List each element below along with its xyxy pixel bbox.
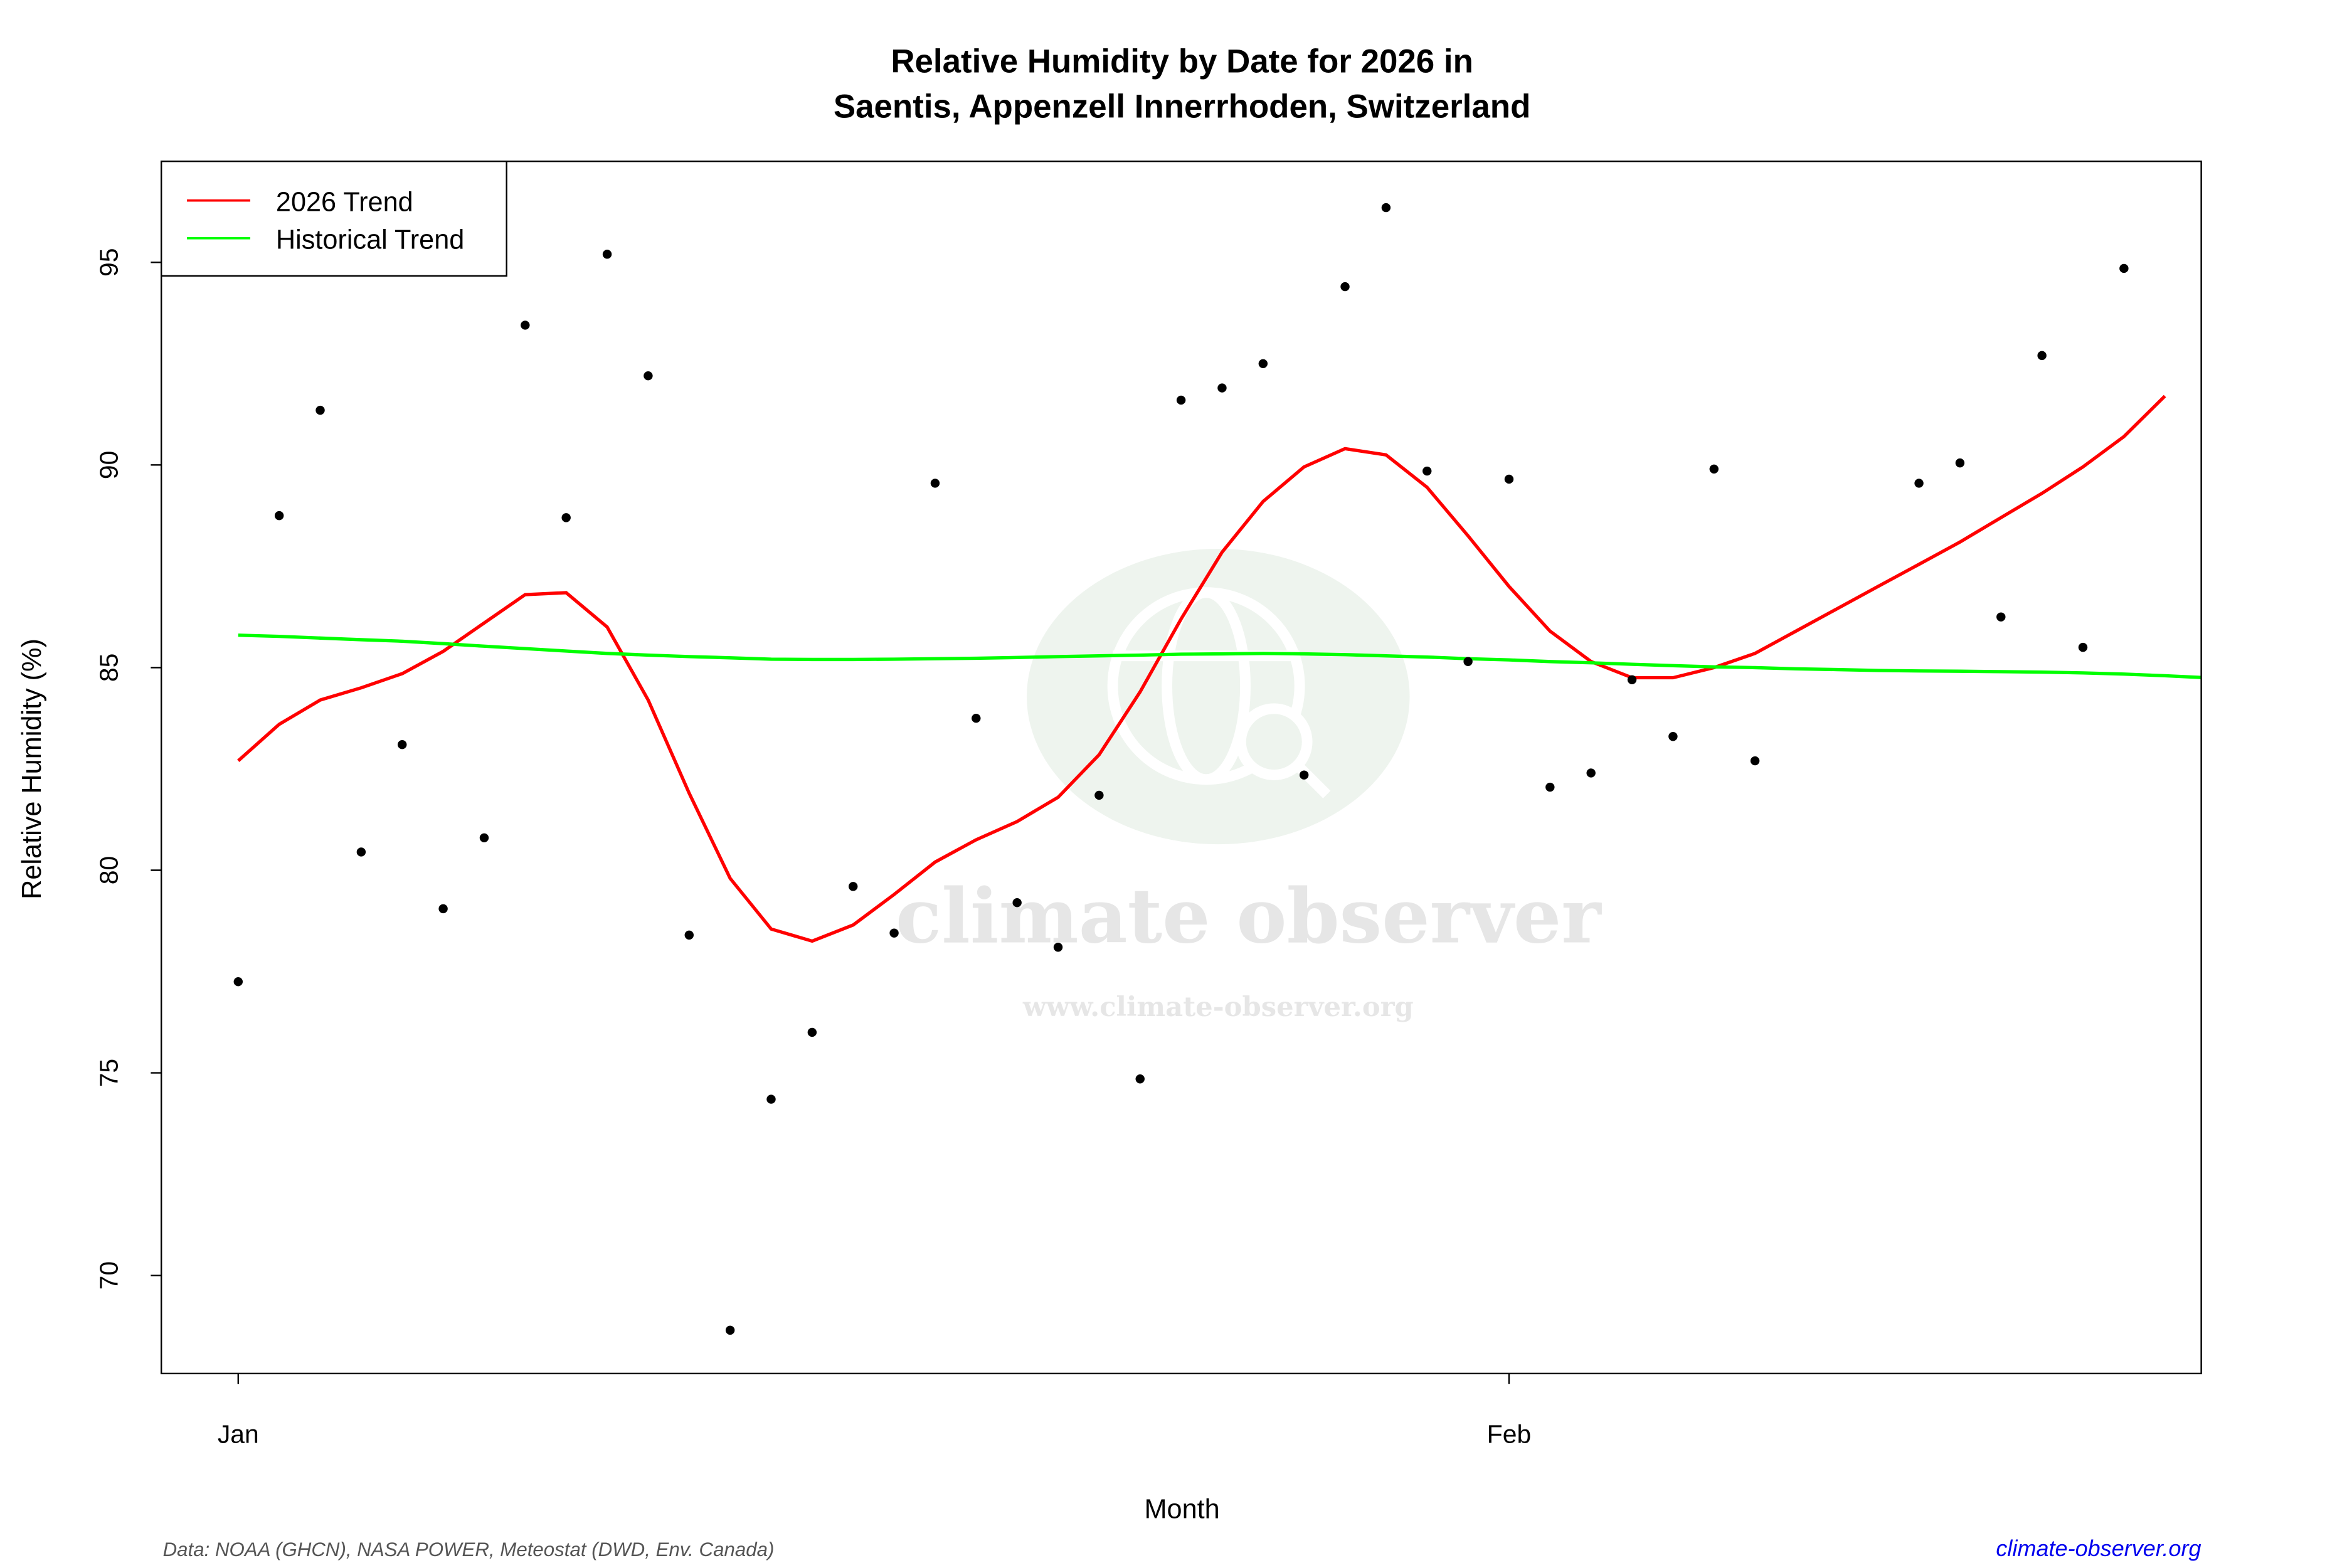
data-point	[889, 928, 899, 938]
watermark-circle	[1027, 549, 1410, 845]
data-point	[1422, 466, 1432, 476]
data-point	[1176, 395, 1186, 405]
y-tick-label: 80	[95, 856, 124, 884]
watermark: climate observer www.climate-observer.or…	[896, 549, 1602, 1023]
data-point	[274, 511, 284, 521]
x-axis-label: Month	[1145, 1495, 1220, 1525]
data-point	[356, 847, 366, 857]
chart-title: Relative Humidity by Date for 2026 in	[891, 43, 1473, 80]
data-point	[1504, 474, 1514, 484]
data-point	[766, 1094, 776, 1104]
data-source-note: Data: NOAA (GHCN), NASA POWER, Meteostat…	[163, 1539, 775, 1560]
data-point	[479, 833, 489, 843]
data-point	[2078, 642, 2088, 652]
data-point	[233, 977, 243, 987]
y-tick-label: 95	[95, 248, 124, 277]
y-tick-label: 90	[95, 451, 124, 479]
data-point	[1381, 203, 1391, 213]
legend: 2026 Trend Historical Trend	[161, 161, 507, 277]
legend-label-2026-trend: 2026 Trend	[276, 188, 413, 218]
data-point	[1545, 782, 1555, 792]
data-point	[1217, 383, 1227, 393]
data-point	[1012, 898, 1022, 908]
y-axis: 70 75 80 85 90 95	[95, 248, 162, 1290]
data-point	[849, 882, 858, 891]
data-point	[315, 405, 325, 415]
chart-subtitle: Saentis, Appenzell Innerrhoden, Switzerl…	[834, 88, 1531, 125]
data-point	[1463, 657, 1473, 666]
data-point	[1955, 458, 1965, 468]
data-point	[930, 479, 940, 488]
data-point	[1627, 675, 1637, 685]
data-point	[438, 904, 448, 914]
data-point	[1750, 756, 1760, 766]
y-tick-label: 85	[95, 654, 124, 682]
site-link[interactable]: climate-observer.org	[1996, 1535, 2201, 1561]
data-point	[725, 1325, 735, 1335]
data-point	[1709, 464, 1719, 474]
legend-label-historical-trend: Historical Trend	[276, 225, 464, 255]
y-axis-label: Relative Humidity (%)	[17, 638, 47, 899]
data-point	[1586, 768, 1596, 778]
trend-line-historical-trend	[238, 633, 2201, 679]
data-point	[807, 1027, 817, 1037]
x-axis: Jan Feb	[218, 1373, 1531, 1448]
data-point	[684, 930, 694, 940]
data-point	[561, 513, 571, 522]
data-point	[1135, 1074, 1145, 1084]
x-tick-label: Feb	[1487, 1419, 1531, 1448]
data-point	[1299, 770, 1309, 780]
data-point	[521, 320, 530, 330]
data-point	[1914, 479, 1924, 488]
data-point	[1258, 359, 1268, 369]
data-point	[972, 713, 981, 723]
plot-frame	[161, 161, 2202, 1375]
trend-line-2026-trend	[237, 395, 2166, 943]
watermark-url: www.climate-observer.org	[1022, 991, 1414, 1023]
data-point	[2037, 351, 2047, 361]
y-tick-label: 75	[95, 1059, 124, 1087]
watermark-name: climate observer	[896, 872, 1602, 960]
x-tick-label: Jan	[218, 1419, 259, 1448]
data-point	[1996, 612, 2006, 622]
data-point	[1094, 790, 1104, 800]
data-point	[602, 250, 612, 259]
data-point	[1668, 732, 1678, 741]
data-point	[1053, 943, 1063, 952]
data-point	[644, 371, 653, 381]
data-point	[398, 739, 407, 750]
y-tick-label: 70	[95, 1261, 124, 1290]
legend-box	[161, 161, 507, 277]
data-point	[2119, 263, 2129, 273]
data-point	[1340, 282, 1350, 292]
